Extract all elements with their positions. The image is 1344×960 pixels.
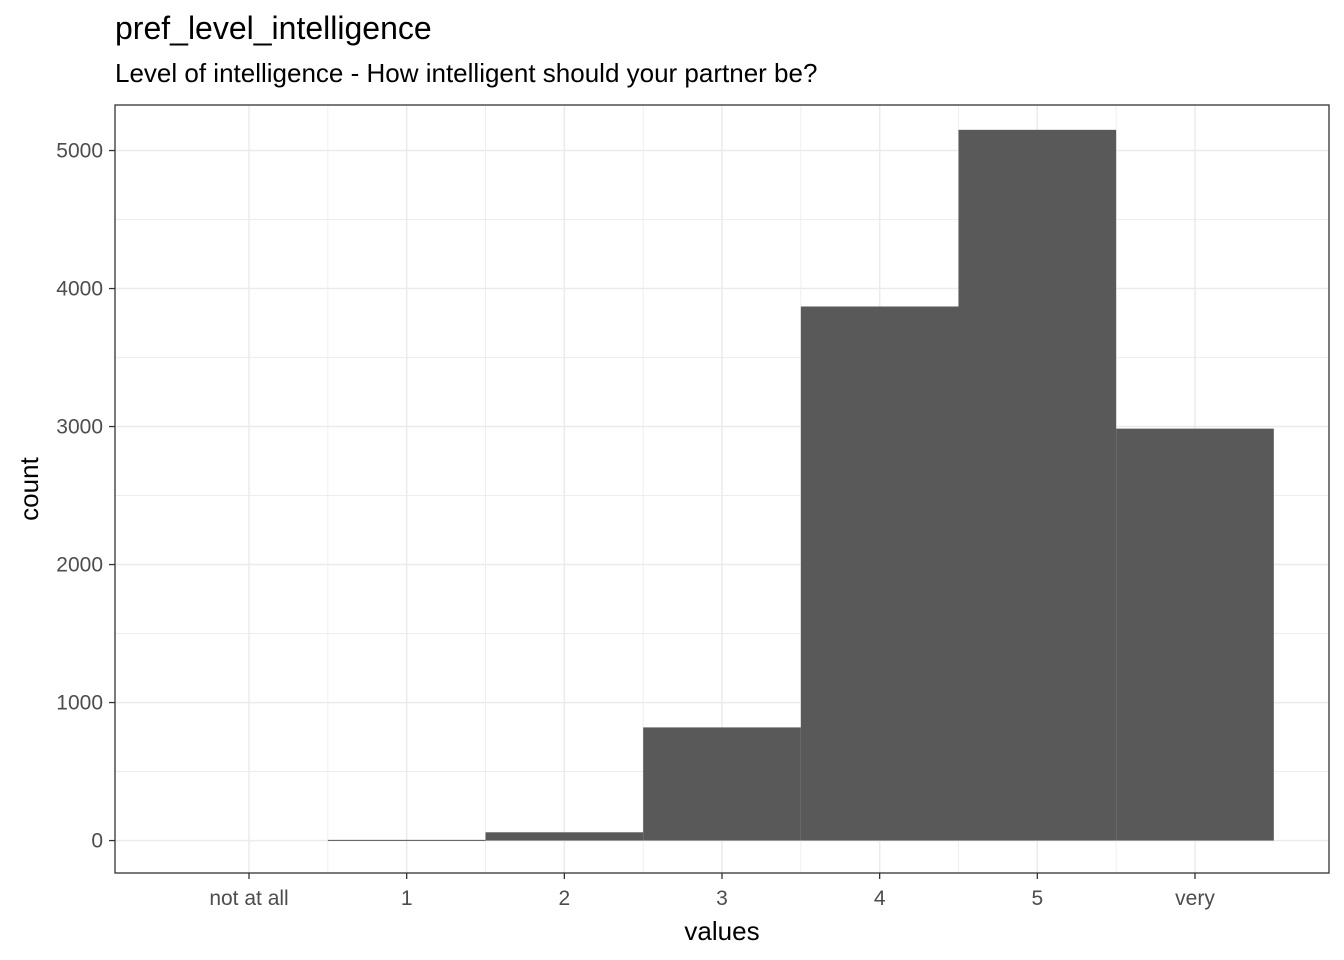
y-tick-label: 0	[91, 830, 103, 853]
y-axis-title: count	[14, 456, 44, 520]
y-tick-label: 4000	[56, 278, 103, 301]
histogram-bar	[800, 306, 959, 841]
chart-subtitle: Level of intelligence - How intelligent …	[115, 58, 818, 88]
x-tick-label: 2	[558, 887, 570, 910]
x-axis-title: values	[684, 916, 759, 946]
chart-title: pref_level_intelligence	[115, 10, 432, 46]
x-tick-label: not at all	[209, 887, 288, 910]
histogram-bar	[1116, 428, 1274, 841]
histogram-bar	[485, 832, 644, 841]
x-tick-label: very	[1175, 887, 1215, 910]
y-tick-label: 2000	[56, 554, 103, 577]
x-tick-label: 5	[1031, 887, 1043, 910]
x-tick-label: 4	[874, 887, 886, 910]
histogram-bar	[958, 129, 1117, 841]
x-axis: not at all 1 2 3 4 5 very	[209, 873, 1215, 910]
y-axis: 0 1000 2000 3000 4000 5000	[56, 140, 115, 853]
y-tick-label: 5000	[56, 140, 103, 163]
y-tick-label: 1000	[56, 692, 103, 715]
histogram-bar	[327, 839, 486, 841]
histogram-bar	[643, 727, 801, 841]
y-tick-label: 3000	[56, 416, 103, 439]
x-tick-label: 1	[401, 887, 413, 910]
histogram-bars	[327, 129, 1274, 841]
x-tick-label: 3	[716, 887, 728, 910]
